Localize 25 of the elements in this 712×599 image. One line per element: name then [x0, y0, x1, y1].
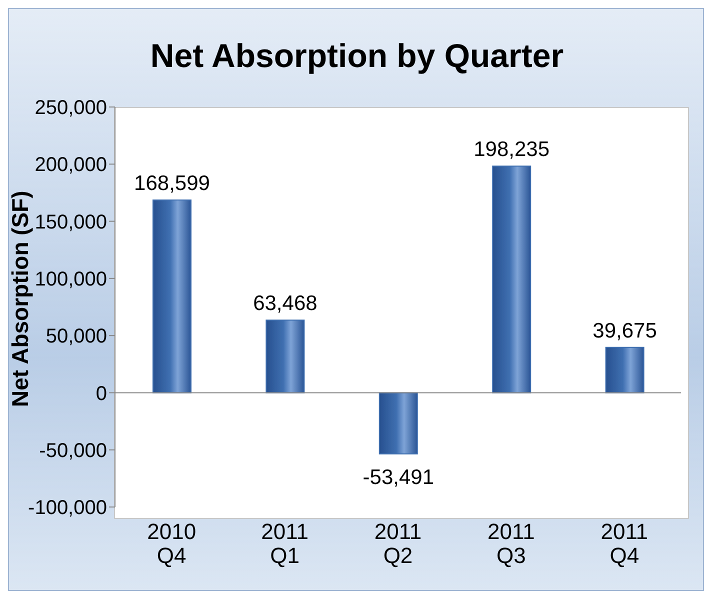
data-label: 39,675 — [592, 319, 657, 342]
bar — [605, 346, 644, 394]
data-label: 168,599 — [134, 172, 210, 196]
y-tick-label: 150,000 — [34, 211, 107, 234]
bar — [378, 392, 418, 454]
x-tick-label: 2011 Q4 — [600, 519, 648, 568]
chart-title: Net Absorption by Quarter — [149, 37, 565, 75]
y-axis-title: Net Absorption (SF) — [7, 190, 34, 407]
y-tick-label: -100,000 — [28, 497, 107, 520]
data-label: 63,468 — [253, 292, 318, 316]
y-tick-label: 200,000 — [34, 154, 107, 176]
x-tick-label: 2011 Q3 — [488, 519, 535, 568]
bar — [266, 320, 305, 394]
y-tick-label: 50,000 — [46, 326, 107, 348]
y-tick-label: 250,000 — [34, 97, 107, 120]
y-tick-label: 100,000 — [34, 268, 107, 291]
bar — [152, 200, 192, 394]
y-tick-label: 0 — [96, 382, 107, 405]
y-tick-label: -50,000 — [39, 440, 107, 462]
bar — [492, 166, 532, 394]
data-label: 198,235 — [474, 138, 550, 162]
x-tick-label: 2010 Q4 — [147, 519, 196, 568]
x-tick-label: 2011 Q2 — [374, 519, 422, 568]
data-label: -53,491 — [362, 466, 434, 489]
x-tick-label: 2011 Q1 — [261, 519, 308, 568]
